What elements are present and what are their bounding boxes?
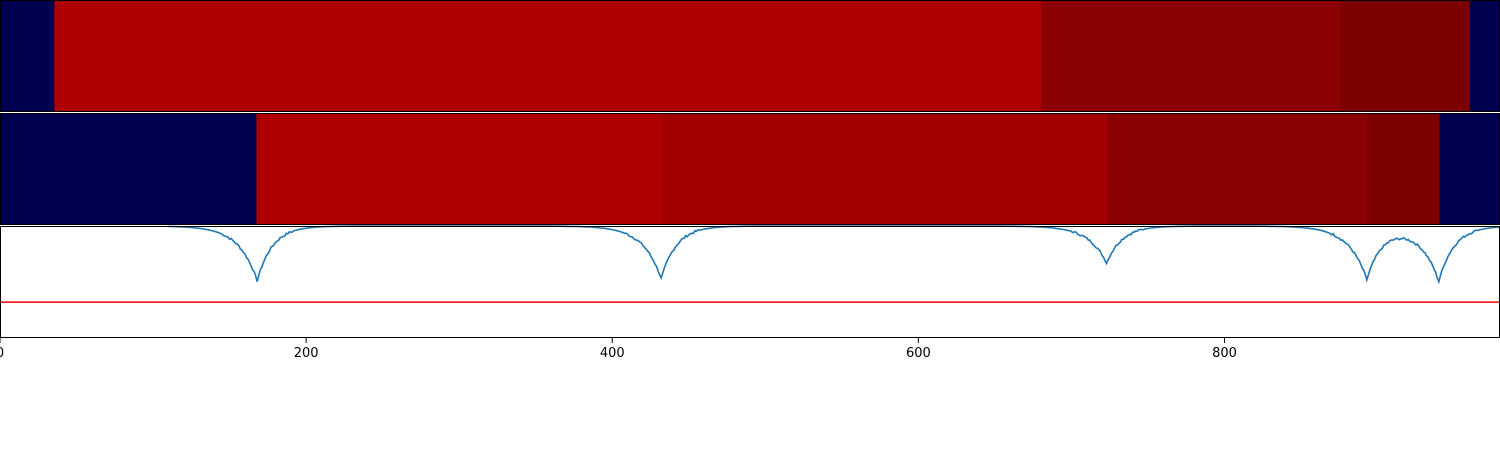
x-tick-label-200: 200 (294, 346, 319, 361)
x-tick-label-800: 800 (1212, 346, 1237, 361)
heatmap-panel-middle (0, 113, 1500, 225)
heatmap-segment-1 (54, 0, 1042, 112)
heatmap-segment-4 (1367, 113, 1440, 225)
heatmap-segment-3 (1340, 0, 1471, 112)
line-panel-background (0, 226, 1500, 338)
line-panel-bottom (0, 225, 1500, 338)
heatmap-segment-3 (1107, 113, 1368, 225)
x-tick-label-600: 600 (906, 346, 931, 361)
heatmap-segment-1 (256, 113, 662, 225)
heatmap-segment-2 (1041, 0, 1341, 112)
heatmap-panel-top (0, 0, 1500, 112)
x-axis: 0 200 400 600 800 (0, 338, 1237, 361)
x-tick-label-400: 400 (600, 346, 625, 361)
x-tick-label-0: 0 (0, 346, 4, 361)
heatmap-segment-2 (661, 113, 1108, 225)
